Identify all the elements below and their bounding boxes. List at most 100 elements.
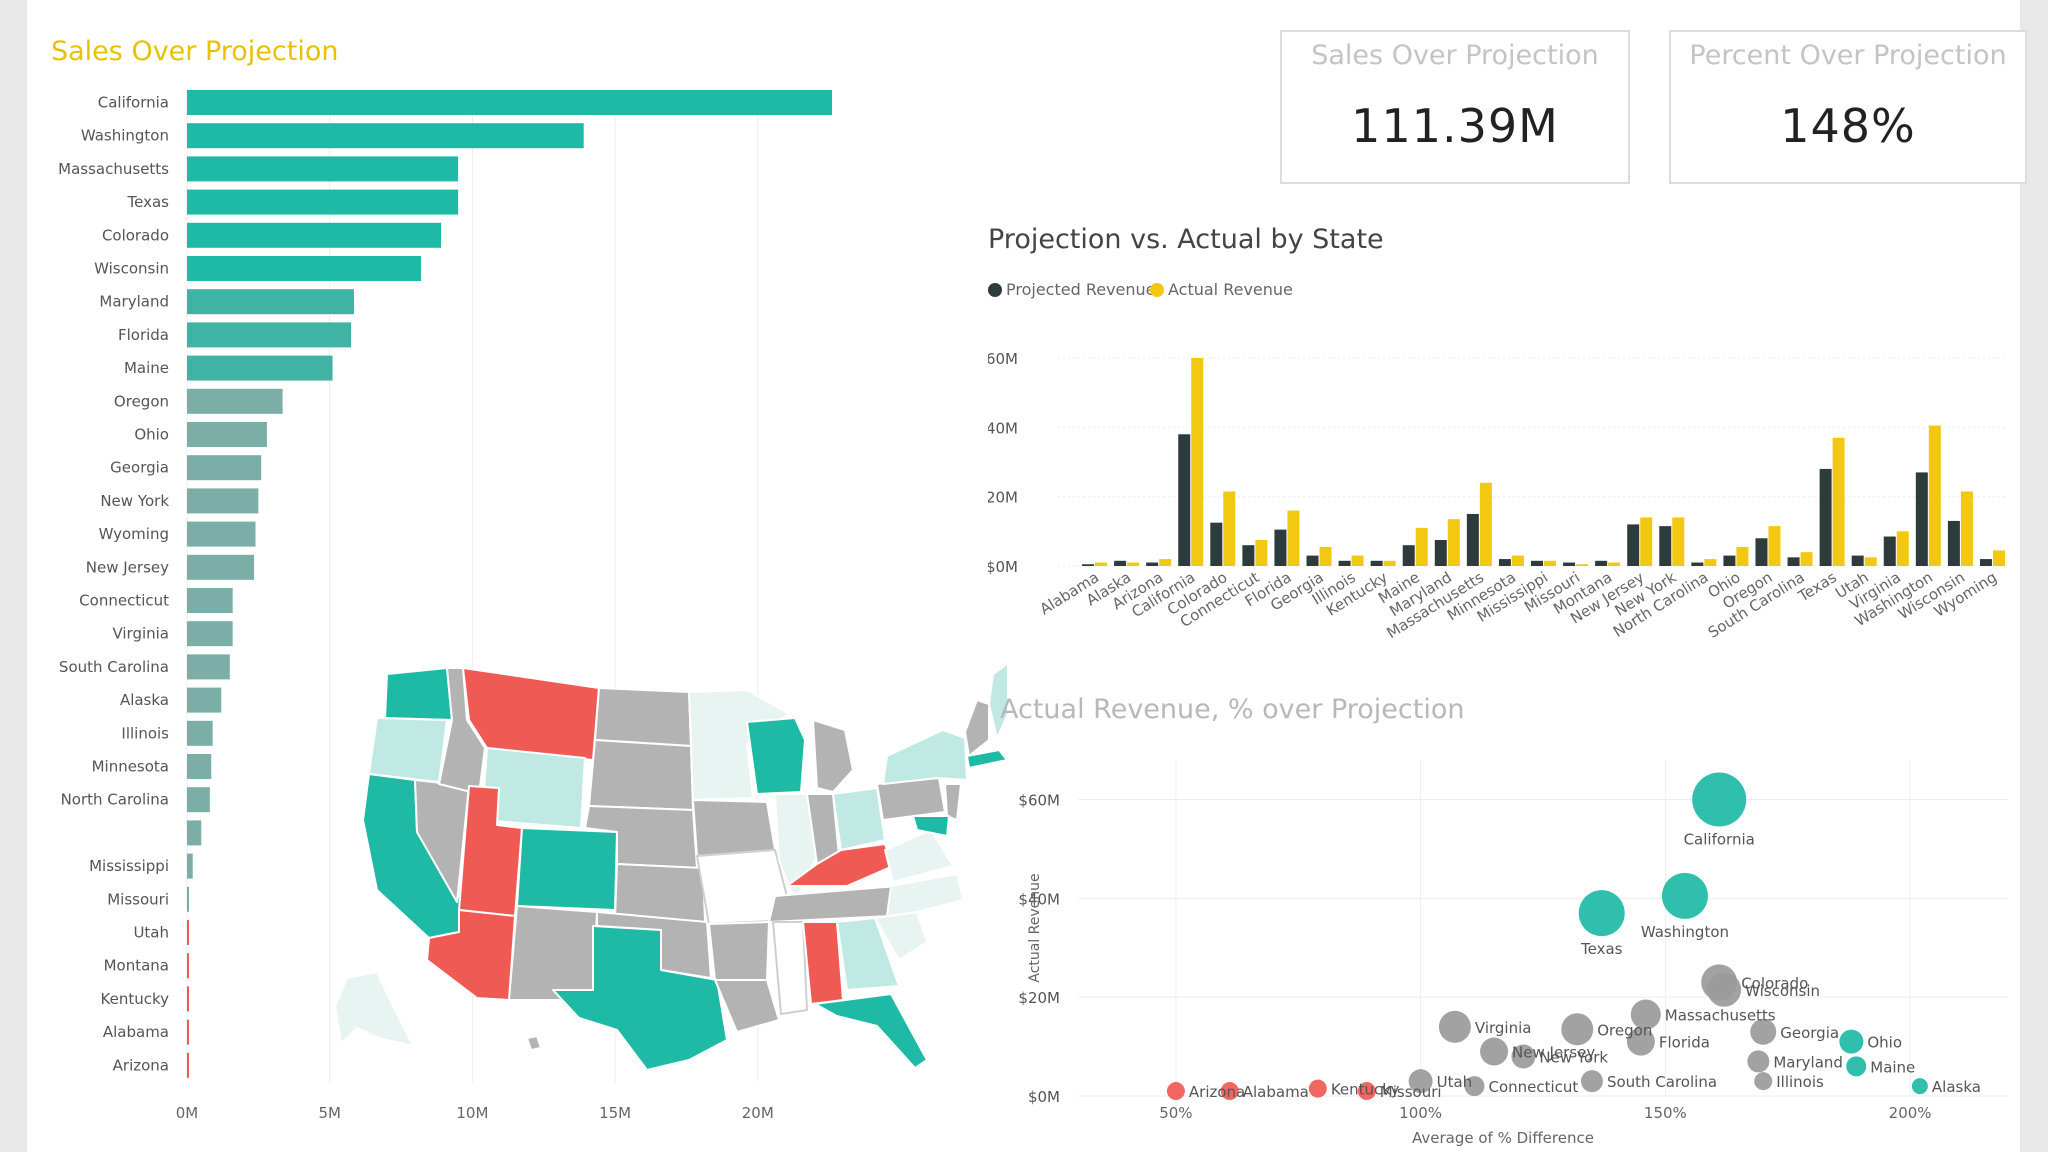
actual-bar-colorado[interactable]: [1223, 491, 1236, 566]
projected-bar-colorado[interactable]: [1210, 522, 1223, 566]
map-region-alaska[interactable]: [334, 971, 414, 1047]
bar-georgia[interactable]: [187, 455, 262, 481]
map-region-new-mexico[interactable]: [508, 905, 598, 1001]
actual-bar-washington[interactable]: [1928, 425, 1941, 566]
point-ohio[interactable]: [1839, 1029, 1864, 1054]
actual-bar-new-jersey[interactable]: [1640, 517, 1653, 566]
sales-over-projection-bar-chart[interactable]: 0M 5M 10M 15M 20M California Washington Massach…: [27, 80, 1007, 1140]
point-washington[interactable]: [1661, 872, 1708, 919]
bar-new-jersey[interactable]: [187, 554, 255, 580]
point-kentucky[interactable]: [1308, 1079, 1327, 1098]
map-region-north-dakota[interactable]: [594, 687, 692, 747]
point-maryland[interactable]: [1747, 1050, 1770, 1073]
actual-bar-mississippi[interactable]: [1544, 560, 1556, 566]
map-region-oregon[interactable]: [368, 717, 448, 783]
bar-north-carolina[interactable]: [187, 787, 210, 813]
projection-vs-actual-column-chart[interactable]: $0M$20M$40M$60MAlabamaAlaskaArizonaCalif…: [988, 330, 2020, 660]
map-region-north-carolina[interactable]: [886, 873, 964, 917]
point-alabama[interactable]: [1220, 1082, 1239, 1101]
projected-bar-georgia[interactable]: [1306, 555, 1319, 566]
map-region-south-dakota[interactable]: [588, 739, 694, 811]
map-region-virginia[interactable]: [884, 829, 954, 883]
point-oregon[interactable]: [1561, 1013, 1594, 1046]
projected-bar-washington[interactable]: [1915, 472, 1928, 566]
map-region-maryland[interactable]: [912, 815, 950, 837]
projected-bar-north-carolina[interactable]: [1691, 562, 1704, 566]
map-region-new-york[interactable]: [882, 729, 968, 785]
actual-bar-virginia[interactable]: [1896, 531, 1909, 566]
actual-bar-utah[interactable]: [1864, 557, 1877, 566]
bar-alaska[interactable]: [187, 687, 222, 713]
kpi-card-percent-over-projection[interactable]: Percent Over Projection 148%: [1669, 30, 2027, 184]
projected-bar-new-york[interactable]: [1659, 526, 1672, 566]
point-new-york[interactable]: [1511, 1044, 1536, 1069]
map-region-hawaii[interactable]: [526, 1035, 542, 1051]
bar-utah[interactable]: [187, 920, 189, 945]
bar-mississippi[interactable]: [187, 853, 193, 879]
projected-bar-minnesota[interactable]: [1498, 559, 1511, 566]
point-virginia[interactable]: [1438, 1010, 1471, 1043]
point-utah[interactable]: [1408, 1069, 1433, 1094]
map-region-mississippi[interactable]: [772, 921, 808, 1015]
map-region-colorado[interactable]: [516, 827, 618, 911]
actual-bar-arizona[interactable]: [1159, 559, 1172, 566]
point-alaska[interactable]: [1911, 1078, 1928, 1095]
bar-maryland[interactable]: [187, 289, 354, 315]
projected-bar-kentucky[interactable]: [1370, 560, 1383, 566]
bar-wisconsin[interactable]: [187, 256, 422, 281]
actual-bar-florida[interactable]: [1287, 510, 1300, 566]
projected-bar-missouri[interactable]: [1563, 562, 1576, 566]
actual-bar-alabama[interactable]: [1095, 562, 1108, 566]
bar-texas[interactable]: [187, 189, 459, 215]
bar-alabama[interactable]: [187, 1019, 189, 1045]
bar-arizona[interactable]: [187, 1052, 189, 1078]
actual-bar-massachusetts[interactable]: [1479, 482, 1492, 566]
projected-bar-california[interactable]: [1178, 434, 1191, 566]
point-illinois[interactable]: [1754, 1072, 1773, 1091]
actual-bar-illinois[interactable]: [1351, 555, 1364, 566]
actual-bar-south-carolina[interactable]: [1800, 552, 1813, 566]
map-region-kansas[interactable]: [614, 863, 706, 923]
actual-bar-connecticut[interactable]: [1255, 540, 1268, 566]
actual-bar-north-carolina[interactable]: [1704, 559, 1717, 566]
projected-bar-arizona[interactable]: [1146, 562, 1159, 566]
bar-massachusetts[interactable]: [187, 156, 459, 182]
map-region-massachusetts[interactable]: [966, 749, 1007, 769]
projected-bar-texas[interactable]: [1819, 468, 1832, 566]
bar-missouri[interactable]: [187, 886, 189, 912]
point-missouri[interactable]: [1357, 1082, 1376, 1101]
map-region-new-jersey[interactable]: [944, 783, 962, 821]
point-arizona[interactable]: [1166, 1082, 1185, 1101]
projected-bar-alabama[interactable]: [1082, 564, 1095, 566]
projected-bar-maryland[interactable]: [1434, 540, 1447, 566]
actual-bar-minnesota[interactable]: [1511, 555, 1524, 566]
bar-oregon[interactable]: [187, 388, 283, 414]
projected-bar-new-jersey[interactable]: [1627, 524, 1640, 566]
actual-bar-missouri[interactable]: [1576, 564, 1589, 566]
actual-bar-georgia[interactable]: [1319, 546, 1332, 566]
projected-bar-illinois[interactable]: [1338, 560, 1351, 566]
us-state-map[interactable]: [317, 660, 1007, 1070]
kpi-card-sales-over-projection[interactable]: Sales Over Projection 111.39M: [1280, 30, 1630, 184]
actual-bar-montana[interactable]: [1608, 562, 1621, 566]
point-california[interactable]: [1692, 772, 1747, 827]
map-region-iowa[interactable]: [692, 799, 776, 857]
actual-bar-oregon[interactable]: [1768, 526, 1781, 566]
bar-blank[interactable]: [187, 820, 202, 846]
projected-bar-maine[interactable]: [1402, 545, 1415, 566]
projected-bar-south-carolina[interactable]: [1787, 557, 1800, 566]
projected-bar-oregon[interactable]: [1755, 538, 1768, 566]
actual-bar-ohio[interactable]: [1736, 546, 1749, 566]
bar-california[interactable]: [187, 90, 832, 115]
actual-bar-texas[interactable]: [1832, 437, 1845, 566]
actual-bar-new-york[interactable]: [1672, 517, 1685, 566]
bar-connecticut[interactable]: [187, 588, 233, 613]
projected-bar-mississippi[interactable]: [1531, 560, 1543, 566]
bar-colorado[interactable]: [187, 222, 442, 248]
bar-virginia[interactable]: [187, 621, 233, 647]
map-region-texas[interactable]: [552, 925, 728, 1070]
point-massachusetts[interactable]: [1630, 999, 1661, 1030]
revenue-vs-percent-scatter-chart[interactable]: $0M $20M $40M $60M 50% 100% 150% 200% Average of…: [988, 740, 2020, 1152]
point-texas[interactable]: [1578, 890, 1625, 937]
map-region-washington[interactable]: [384, 667, 453, 721]
